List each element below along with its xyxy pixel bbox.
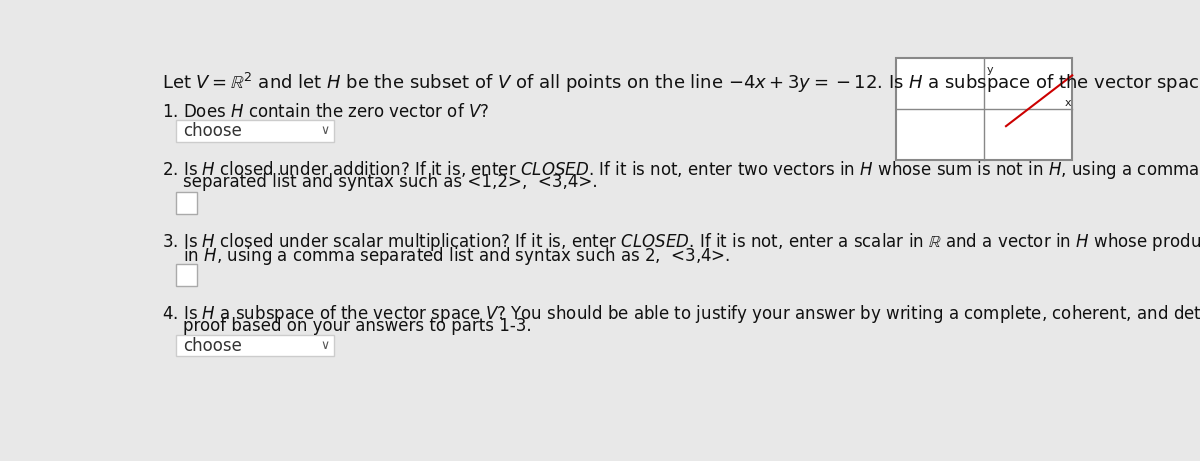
Text: separated list and syntax such as <1,2>,  <3,4>.: separated list and syntax such as <1,2>,… [162,173,598,191]
Text: ∨: ∨ [320,339,330,352]
Text: x: x [1064,99,1072,108]
FancyBboxPatch shape [175,120,335,142]
Text: choose: choose [184,337,242,355]
FancyBboxPatch shape [175,264,197,285]
Text: choose: choose [184,122,242,140]
FancyBboxPatch shape [175,335,335,356]
Text: 3. Is $H$ closed under scalar multiplication? If it is, enter $\mathit{CLOSED}$.: 3. Is $H$ closed under scalar multiplica… [162,231,1200,253]
FancyBboxPatch shape [895,59,1073,160]
Text: Let $V = \mathbb{R}^2$ and let $H$ be the subset of $V$ of all points on the lin: Let $V = \mathbb{R}^2$ and let $H$ be th… [162,71,1200,95]
Text: 2. Is $H$ closed under addition? If it is, enter $\mathit{CLOSED}$. If it is not: 2. Is $H$ closed under addition? If it i… [162,159,1199,181]
Text: y: y [986,65,992,75]
Text: 1. Does $H$ contain the zero vector of $V$?: 1. Does $H$ contain the zero vector of $… [162,103,488,121]
Text: 4. Is $H$ a subspace of the vector space $V$? You should be able to justify your: 4. Is $H$ a subspace of the vector space… [162,303,1200,325]
Text: ∨: ∨ [320,124,330,137]
Text: proof based on your answers to parts 1-3.: proof based on your answers to parts 1-3… [162,317,532,335]
Text: in $H$, using a comma separated list and syntax such as 2,  <3,4>.: in $H$, using a comma separated list and… [162,245,730,267]
FancyBboxPatch shape [175,192,197,214]
